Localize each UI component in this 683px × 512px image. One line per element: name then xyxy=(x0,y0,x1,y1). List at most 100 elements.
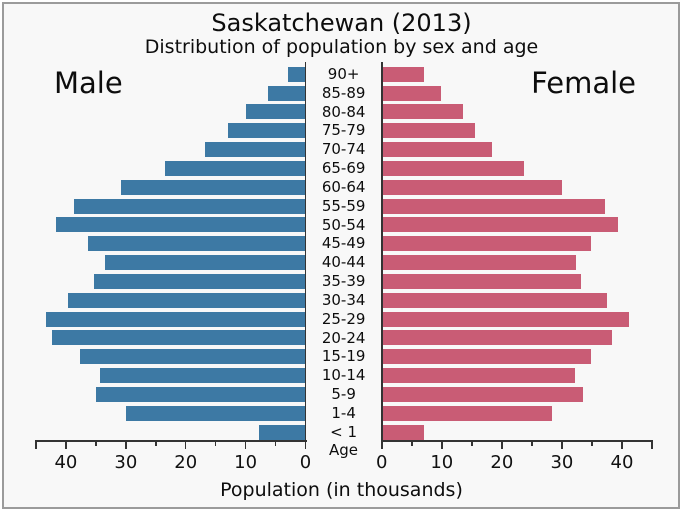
female-bar xyxy=(381,255,576,271)
female-bar xyxy=(381,405,553,421)
female-bar xyxy=(381,386,583,402)
zero-spine xyxy=(381,62,383,442)
female-bar xyxy=(381,142,492,158)
female-bar xyxy=(381,236,592,252)
x-axis-tick xyxy=(501,442,503,449)
x-axis-tick xyxy=(95,442,97,446)
male-bar xyxy=(94,273,306,289)
female-bar xyxy=(381,66,425,82)
age-group-label: 75-79 xyxy=(321,121,366,140)
female-bar xyxy=(381,160,525,176)
male-bar xyxy=(104,255,306,271)
x-axis-tick-label: 30 xyxy=(114,452,138,473)
male-bar xyxy=(73,198,306,214)
x-axis-tick-label: 20 xyxy=(174,452,198,473)
female-bar xyxy=(381,217,618,233)
male-bar xyxy=(126,405,306,421)
x-axis-tick-label: 40 xyxy=(610,452,634,473)
x-axis-tick xyxy=(65,442,67,449)
male-bar xyxy=(227,123,306,139)
female-bar xyxy=(381,311,629,327)
age-group-label: 1-4 xyxy=(331,403,356,422)
age-group-label: 60-64 xyxy=(321,177,366,196)
age-group-label: 55-59 xyxy=(321,196,366,215)
age-group-label: 90+ xyxy=(327,64,360,83)
x-axis-tick xyxy=(621,442,623,449)
zero-spine xyxy=(304,62,306,442)
age-axis-label: Age xyxy=(328,441,358,459)
x-axis-tick xyxy=(155,442,157,446)
male-bar xyxy=(95,386,306,402)
x-axis-line xyxy=(35,440,307,442)
male-bar xyxy=(288,66,306,82)
x-axis-line xyxy=(380,440,653,442)
x-axis-tick-label: 30 xyxy=(550,452,574,473)
female-bar xyxy=(381,292,607,308)
age-group-label: 15-19 xyxy=(321,347,366,366)
age-group-label: 70-74 xyxy=(321,140,366,159)
age-group-label: 30-34 xyxy=(321,290,366,309)
male-series-label: Male xyxy=(54,66,123,100)
male-bar xyxy=(55,217,306,233)
age-group-label: 25-29 xyxy=(321,309,366,328)
age-group-label: 40-44 xyxy=(321,253,366,272)
age-group-label: < 1 xyxy=(330,422,358,441)
age-group-label: 5-9 xyxy=(331,385,356,403)
female-series-label: Female xyxy=(531,66,636,100)
x-axis-tick xyxy=(304,442,307,449)
x-axis-tick xyxy=(381,442,383,449)
x-axis-tick-label: 0 xyxy=(376,452,388,473)
x-axis-tick xyxy=(531,442,533,446)
x-axis-tick xyxy=(35,442,37,449)
male-bar xyxy=(268,85,306,101)
x-axis-tick xyxy=(591,442,593,446)
x-axis-label: Population (in thousands) xyxy=(220,479,463,501)
x-axis-tick-label: 20 xyxy=(490,452,514,473)
male-bar xyxy=(121,179,306,195)
male-bar xyxy=(205,142,306,158)
age-group-label: 85-89 xyxy=(321,83,366,102)
x-axis-tick xyxy=(244,442,247,449)
x-axis-tick xyxy=(651,442,653,449)
age-group-label: 80-84 xyxy=(321,102,366,121)
x-axis-tick xyxy=(274,442,277,446)
female-bar xyxy=(381,330,613,346)
male-bar xyxy=(51,330,306,346)
female-bar xyxy=(381,198,605,214)
x-axis-tick xyxy=(471,442,473,446)
x-axis-tick xyxy=(214,442,217,446)
male-bar xyxy=(87,236,306,252)
x-axis-tick-label: 0 xyxy=(299,452,312,473)
female-bar xyxy=(381,85,441,101)
age-group-label: 10-14 xyxy=(321,366,366,385)
x-axis-tick xyxy=(184,442,187,449)
male-bar xyxy=(46,311,306,327)
x-axis-tick xyxy=(411,442,413,446)
female-bar xyxy=(381,179,562,195)
female-bar xyxy=(381,273,582,289)
female-bar xyxy=(381,368,576,384)
chart-title: Saskatchewan (2013) xyxy=(211,9,472,37)
x-axis-tick xyxy=(561,442,563,449)
x-axis-tick xyxy=(441,442,443,449)
age-group-label: 50-54 xyxy=(321,215,366,234)
x-axis-tick-label: 40 xyxy=(54,452,78,473)
female-bar xyxy=(381,123,475,139)
age-group-label: 45-49 xyxy=(321,234,366,253)
age-group-label: 35-39 xyxy=(321,272,366,291)
chart-subtitle: Distribution of population by sex and ag… xyxy=(144,36,539,58)
x-axis-tick-label: 10 xyxy=(234,452,258,473)
male-bar xyxy=(100,368,306,384)
male-bar xyxy=(259,424,306,440)
female-bar xyxy=(381,349,591,365)
female-bar xyxy=(381,424,425,440)
x-axis-tick xyxy=(125,442,127,449)
male-bar xyxy=(245,104,306,120)
male-bar xyxy=(68,292,306,308)
male-bar xyxy=(165,160,306,176)
x-axis-tick-label: 10 xyxy=(430,452,454,473)
age-group-label: 65-69 xyxy=(321,159,366,178)
female-bar xyxy=(381,104,463,120)
